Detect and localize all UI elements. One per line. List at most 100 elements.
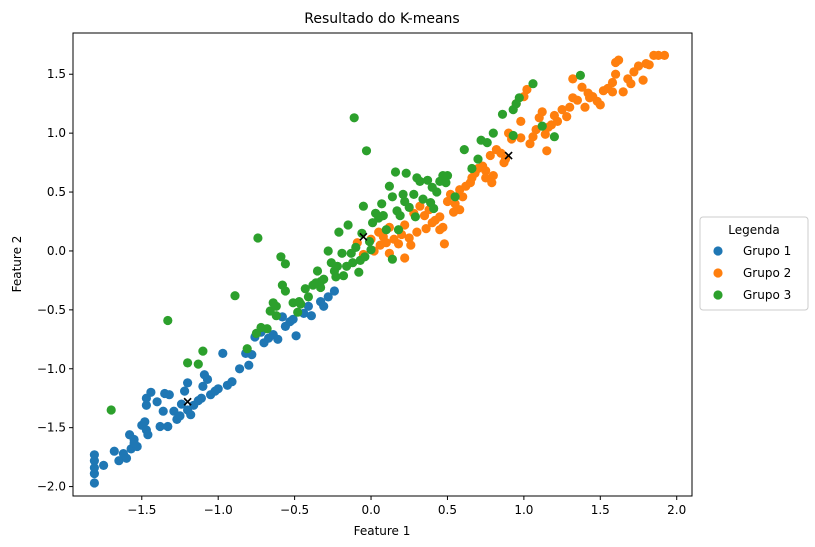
data-point-grupo-2 [595, 100, 605, 110]
x-tick-label: −1.5 [127, 503, 156, 517]
data-point-grupo-1 [89, 463, 99, 473]
data-point-grupo-3 [348, 258, 358, 268]
data-point-grupo-1 [227, 377, 237, 387]
data-point-grupo-1 [163, 421, 173, 432]
data-point-grupo-3 [338, 271, 349, 281]
data-point-grupo-3 [473, 154, 483, 164]
data-point-grupo-2 [607, 77, 618, 88]
data-point-grupo-3 [459, 145, 469, 155]
data-point-grupo-3 [384, 181, 394, 191]
data-point-grupo-3 [357, 228, 367, 238]
data-point-grupo-1 [329, 286, 339, 296]
data-point-grupo-3 [418, 194, 428, 204]
data-point-grupo-3 [395, 211, 405, 221]
data-point-grupo-1 [121, 453, 132, 463]
data-point-grupo-2 [525, 139, 535, 149]
data-point-grupo-2 [572, 95, 583, 105]
data-point-grupo-3 [230, 291, 240, 301]
data-point-grupo-3 [528, 79, 538, 89]
data-point-grupo-2 [499, 158, 509, 168]
data-point-grupo-3 [343, 220, 353, 230]
data-point-grupo-1 [196, 393, 206, 403]
data-point-grupo-2 [585, 93, 595, 103]
data-point-grupo-2 [415, 201, 425, 211]
data-point-grupo-3 [387, 254, 397, 264]
x-tick-label: −0.5 [280, 503, 309, 517]
data-point-grupo-2 [393, 239, 404, 249]
legend: Legenda Grupo 1 Grupo 2 Grupo 3 [699, 216, 809, 311]
data-point-grupo-3 [400, 196, 410, 207]
y-axis: −2.0 −1.5 −1.0 −0.5 0.0 0.5 1.0 1.5 [37, 67, 73, 494]
data-point-grupo-2 [435, 212, 445, 222]
data-point-grupo-3 [271, 301, 281, 311]
data-point-grupo-3 [390, 167, 401, 177]
legend-frame [699, 216, 809, 311]
data-point-grupo-2 [618, 87, 628, 97]
data-point-grupo-3 [575, 70, 586, 80]
data-point-grupo-3 [294, 297, 304, 307]
data-point-grupo-2 [552, 116, 563, 126]
data-point-grupo-1 [109, 446, 119, 456]
data-point-grupo-2 [633, 61, 644, 71]
data-point-grupo-3 [303, 292, 313, 302]
data-point-grupo-2 [400, 253, 410, 263]
data-point-grupo-1 [319, 301, 329, 311]
data-point-grupo-2 [557, 105, 567, 115]
data-point-grupo-2 [644, 60, 654, 70]
data-point-grupo-2 [404, 233, 414, 243]
data-point-grupo-3 [488, 128, 498, 138]
data-point-grupo-1 [235, 364, 245, 374]
data-point-grupo-2 [540, 129, 550, 139]
centroid-marker-2 [359, 232, 368, 241]
data-point-grupo-1 [323, 292, 333, 302]
data-point-grupo-1 [152, 397, 162, 407]
data-point-grupo-2 [487, 178, 497, 188]
data-point-grupo-3 [423, 175, 433, 185]
data-point-grupo-3 [366, 245, 376, 255]
data-point-grupo-3 [410, 212, 420, 222]
data-point-grupo-3 [276, 252, 286, 262]
data-point-grupo-3 [253, 233, 263, 243]
y-tick-label: 0.0 [47, 244, 66, 258]
legend-entries: Grupo 1 Grupo 2 Grupo 3 [713, 244, 791, 302]
data-point-grupo-3 [300, 284, 310, 294]
legend-label-grupo-3: Grupo 3 [743, 288, 791, 302]
x-tick-label: 0.5 [438, 503, 457, 517]
x-tick-label: 1.0 [514, 503, 533, 517]
data-point-grupo-1 [180, 386, 190, 396]
data-point-grupo-1 [183, 378, 193, 388]
points-layer [89, 50, 670, 488]
data-point-grupo-2 [375, 240, 385, 250]
x-axis: −1.5 −1.0 −0.5 0.0 0.5 1.0 1.5 2.0 [127, 496, 686, 517]
data-point-grupo-3 [398, 189, 408, 199]
data-point-grupo-1 [143, 430, 153, 440]
data-point-grupo-3 [358, 201, 368, 211]
data-point-grupo-1 [146, 387, 156, 397]
y-tick-label: −0.5 [37, 303, 66, 317]
data-point-grupo-1 [244, 360, 254, 370]
data-point-grupo-2 [481, 166, 491, 176]
y-tick-label: 1.0 [47, 126, 66, 140]
data-point-grupo-2 [659, 50, 670, 61]
data-point-grupo-3 [256, 322, 266, 333]
data-point-grupo-1 [175, 411, 185, 421]
data-point-grupo-3 [323, 246, 333, 256]
data-point-grupo-1 [129, 438, 139, 448]
data-point-grupo-3 [183, 358, 193, 368]
data-point-grupo-1 [186, 410, 196, 420]
x-tick-label: 2.0 [667, 503, 686, 517]
data-point-grupo-2 [516, 116, 526, 126]
chart-title: Resultado do K-means [304, 11, 459, 27]
data-point-grupo-3 [280, 259, 290, 269]
data-point-grupo-2 [467, 173, 477, 183]
data-point-grupo-1 [291, 331, 301, 341]
data-point-grupo-2 [449, 207, 459, 217]
data-point-grupo-2 [611, 69, 621, 79]
legend-label-grupo-2: Grupo 2 [743, 266, 791, 280]
data-point-grupo-3 [337, 248, 347, 258]
data-point-grupo-2 [522, 84, 532, 95]
data-point-grupo-3 [332, 261, 342, 271]
data-point-grupo-3 [401, 168, 411, 178]
data-point-grupo-2 [607, 87, 618, 97]
